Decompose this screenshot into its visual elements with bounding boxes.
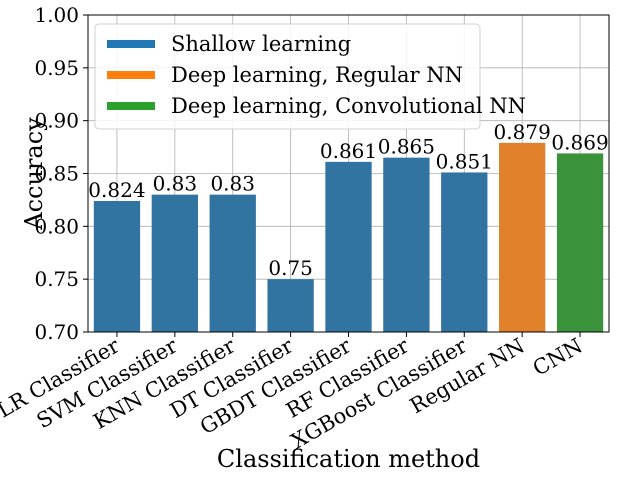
bar — [267, 279, 314, 332]
legend-swatch — [107, 71, 155, 79]
bar — [209, 194, 256, 332]
legend-swatch — [107, 40, 155, 48]
bar-value-label: 0.83 — [153, 172, 198, 196]
legend-box — [94, 23, 481, 130]
y-axis-ticks: 0.70 0.75 0.80 0.85 0.90 0.95 1.00 — [34, 3, 88, 344]
bar-value-label: 0.851 — [436, 149, 493, 173]
bar-value-label: 0.869 — [551, 130, 608, 154]
bar-value-label: 0.83 — [210, 172, 255, 196]
bar-value-label: 0.75 — [268, 256, 313, 280]
y-tick-label: 0.80 — [34, 214, 79, 238]
bar — [499, 142, 546, 332]
bar — [441, 172, 488, 332]
y-tick-label: 0.85 — [34, 162, 79, 186]
bar-value-label: 0.865 — [378, 135, 435, 159]
legend-label: Deep learning, Convolutional NN — [171, 94, 526, 118]
y-axis-label: Accuracy — [20, 117, 48, 231]
y-tick-label: 0.70 — [34, 320, 79, 344]
x-axis-label: Classification method — [217, 445, 480, 473]
y-tick-label: 0.95 — [34, 56, 79, 80]
legend: Shallow learning Deep learning, Regular N… — [94, 23, 526, 130]
bar-value-label: 0.861 — [320, 139, 377, 163]
legend-label: Deep learning, Regular NN — [171, 63, 463, 87]
y-tick-label: 1.00 — [34, 3, 79, 27]
bar — [151, 194, 198, 332]
bar — [325, 161, 372, 332]
bar — [383, 157, 430, 332]
bar-value-label: 0.879 — [494, 120, 551, 144]
bar — [556, 153, 604, 332]
y-tick-label: 0.75 — [34, 267, 79, 291]
bar — [93, 200, 141, 332]
y-tick-label: 0.90 — [34, 109, 79, 133]
bars — [93, 142, 604, 332]
bar-value-label: 0.824 — [88, 178, 145, 202]
legend-swatch — [107, 102, 155, 110]
legend-label: Shallow learning — [171, 32, 351, 56]
